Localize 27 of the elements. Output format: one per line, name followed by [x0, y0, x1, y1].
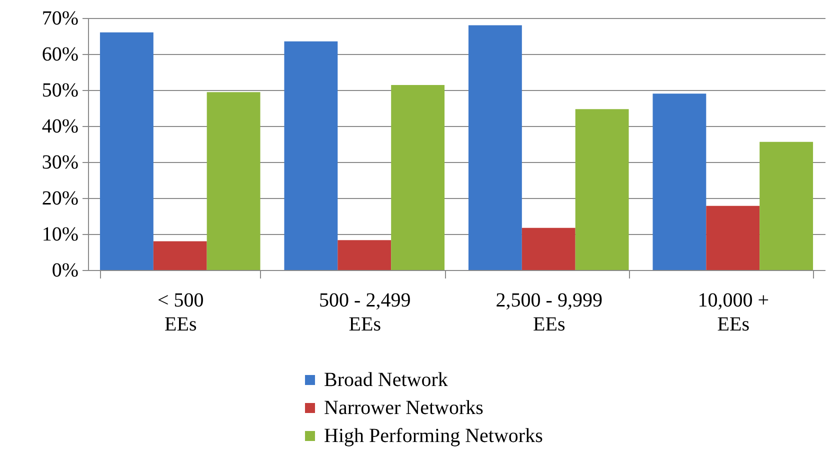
legend-label: Broad Network — [324, 369, 448, 391]
bar — [575, 109, 629, 270]
y-tick-label: 30% — [42, 152, 78, 174]
bar — [338, 240, 392, 270]
y-tick-label: 50% — [42, 80, 78, 102]
y-tick-label: 70% — [42, 8, 78, 30]
y-tick-label: 10% — [42, 224, 78, 246]
y-tick-label: 40% — [42, 116, 78, 138]
bar — [706, 206, 760, 270]
bar — [153, 241, 207, 270]
bar — [522, 228, 576, 270]
x-tick-label: 500 - 2,499 EEs — [319, 290, 411, 336]
bar — [284, 41, 338, 270]
legend-label: Narrower Networks — [324, 397, 484, 419]
x-tick-label: < 500 EEs — [157, 290, 204, 336]
bar — [391, 84, 445, 270]
legend-label: High Performing Networks — [324, 425, 544, 447]
y-tick-label: 0% — [52, 260, 78, 282]
y-tick-label: 20% — [42, 188, 78, 210]
x-tick-label: 2,500 - 9,999 EEs — [496, 290, 602, 336]
bar — [100, 32, 154, 270]
bar — [468, 25, 522, 270]
bar — [760, 142, 814, 270]
y-tick-label: 60% — [42, 44, 78, 66]
bar — [652, 94, 706, 270]
bar — [206, 92, 260, 270]
x-tick-label: 10,000 + EEs — [698, 290, 770, 336]
